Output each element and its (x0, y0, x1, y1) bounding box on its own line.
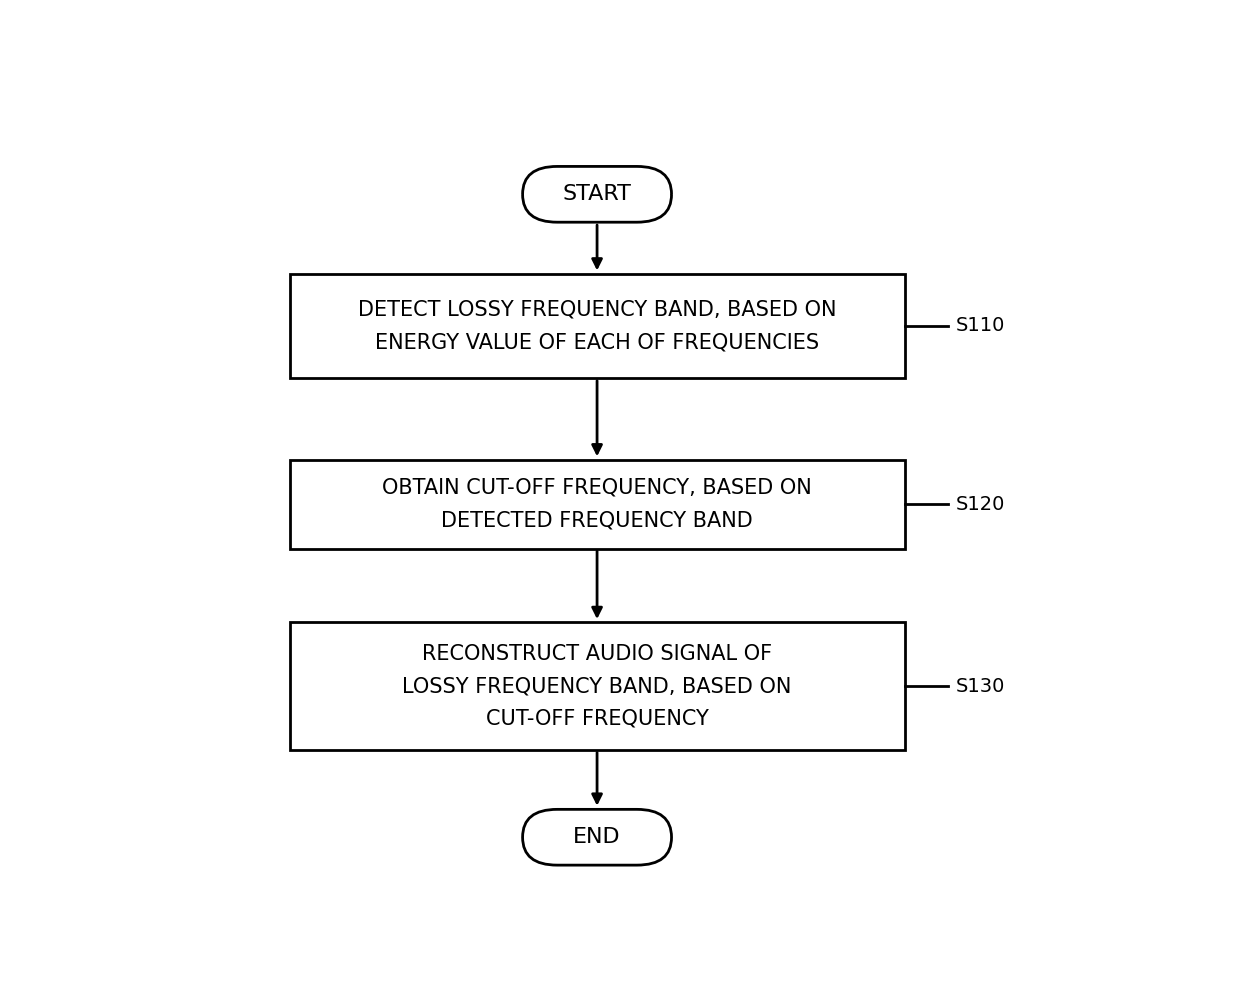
Text: CUT-OFF FREQUENCY: CUT-OFF FREQUENCY (486, 708, 708, 728)
Text: S120: S120 (956, 495, 1004, 514)
Text: ENERGY VALUE OF EACH OF FREQUENCIES: ENERGY VALUE OF EACH OF FREQUENCIES (374, 332, 820, 352)
FancyBboxPatch shape (522, 810, 672, 865)
Text: END: END (573, 827, 621, 847)
Text: S130: S130 (956, 677, 1004, 696)
Text: RECONSTRUCT AUDIO SIGNAL OF: RECONSTRUCT AUDIO SIGNAL OF (422, 644, 773, 664)
Text: DETECTED FREQUENCY BAND: DETECTED FREQUENCY BAND (441, 510, 753, 530)
Text: DETECT LOSSY FREQUENCY BAND, BASED ON: DETECT LOSSY FREQUENCY BAND, BASED ON (358, 300, 836, 320)
Text: OBTAIN CUT-OFF FREQUENCY, BASED ON: OBTAIN CUT-OFF FREQUENCY, BASED ON (382, 478, 812, 498)
Text: S110: S110 (956, 317, 1004, 335)
Bar (290, 460, 904, 548)
Bar (290, 623, 904, 750)
Bar (290, 274, 904, 378)
Text: LOSSY FREQUENCY BAND, BASED ON: LOSSY FREQUENCY BAND, BASED ON (402, 676, 792, 696)
FancyBboxPatch shape (522, 166, 672, 222)
Text: START: START (563, 184, 631, 204)
